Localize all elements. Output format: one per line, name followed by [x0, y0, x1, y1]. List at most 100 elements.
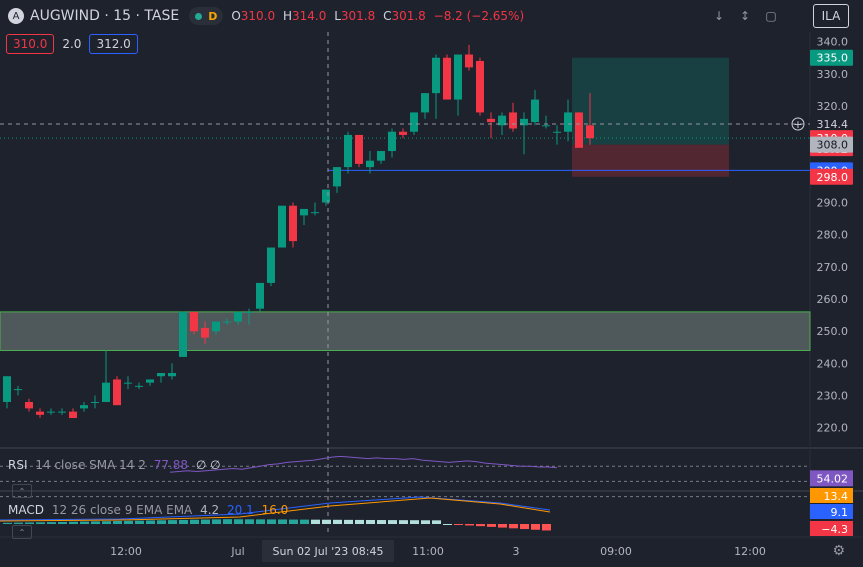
position-profit-area	[572, 57, 729, 145]
rsi-legend[interactable]: RSI 14 close SMA 14 2 77.88 ∅ ∅	[8, 458, 221, 472]
candle-up	[179, 311, 187, 357]
candle-up	[278, 205, 286, 248]
arrow-down-icon[interactable]: ↓	[713, 9, 725, 23]
add-alert-plus: +	[793, 118, 802, 131]
time-tick-label: 12:00	[110, 545, 142, 558]
candle-body	[421, 93, 429, 113]
macd-histogram-bar	[399, 520, 408, 524]
candle-down	[586, 93, 594, 145]
chart-toolbar: ↓ ↕ ▢	[709, 6, 781, 26]
macd-histogram-bar	[311, 519, 320, 524]
macd-histogram-bar	[344, 519, 353, 524]
macd-histogram-bar	[14, 522, 23, 524]
macd-histogram-bar	[278, 519, 287, 524]
macd-histogram-bar	[212, 519, 221, 524]
candle-down	[355, 134, 363, 168]
symbol-title[interactable]: AUGWIND · 15 · TASE	[30, 8, 180, 24]
macd-histogram-bar	[3, 522, 12, 524]
price-badge-text: 298.0	[817, 171, 849, 184]
support-zone	[0, 311, 811, 351]
candle-body	[212, 321, 220, 332]
price-tick-label: 330.0	[817, 68, 849, 81]
rsi-collapse-icon[interactable]: ⌃	[12, 484, 32, 498]
candle-up	[388, 128, 396, 158]
candle-body	[190, 311, 198, 332]
macd-histogram-bar	[432, 520, 441, 524]
candle-body	[223, 321, 231, 323]
candle-up	[245, 308, 253, 325]
sell-button[interactable]: 310.0	[6, 34, 55, 54]
candle-body	[476, 60, 484, 113]
candle-up	[377, 151, 385, 164]
macd-value-2: 20.1	[227, 503, 254, 517]
chart-header: A AUGWIND · 15 · TASE D O310.0 H314.0 L3…	[0, 0, 810, 32]
macd-badge-text: 13.4	[824, 490, 849, 503]
close-label: C	[383, 9, 392, 23]
macd-params: 12 26 close 9 EMA EMA	[51, 503, 193, 517]
price-badge-bg	[810, 116, 853, 133]
candle-up	[410, 112, 418, 135]
macd-histogram-bar	[201, 519, 210, 524]
macd-histogram-bar	[542, 524, 551, 531]
price-badge-bg	[810, 168, 853, 185]
high-value: 314.0	[292, 9, 327, 23]
macd-histogram-bar	[465, 524, 474, 526]
low-value: 301.8	[340, 9, 376, 23]
macd-histogram-bar	[267, 519, 276, 524]
market-status-pill[interactable]: D	[189, 7, 224, 25]
price-tick-label: 340.0	[817, 36, 849, 49]
buy-button[interactable]: 312.0	[89, 34, 138, 54]
candle-body	[91, 401, 99, 403]
candle-body	[102, 382, 110, 402]
fullscreen-icon[interactable]: ▢	[765, 9, 777, 23]
macd-histogram-bar	[421, 520, 430, 524]
candle-body	[36, 411, 44, 415]
candle-down	[289, 202, 297, 248]
candle-body	[432, 57, 440, 94]
macd-histogram-bar	[300, 519, 309, 524]
price-badge-bg	[810, 136, 853, 153]
macd-legend[interactable]: MACD 12 26 close 9 EMA EMA 4.2 20.1 16.0	[8, 503, 288, 517]
candle-body	[542, 125, 550, 127]
candle-up	[146, 379, 154, 386]
settings-gear-icon[interactable]: ⚙	[832, 543, 845, 559]
time-tick-label: Jul	[230, 545, 244, 558]
price-tick-label: 320.0	[817, 100, 849, 113]
add-alert-icon	[791, 117, 805, 131]
candle-up	[432, 54, 440, 119]
candle-up	[135, 382, 143, 390]
macd-histogram-bar	[355, 519, 364, 524]
time-tick-label: 12:00	[734, 545, 766, 558]
rsi-badge-text: 54.02	[817, 472, 849, 485]
candle-up	[366, 151, 374, 174]
macd-histogram-bar	[135, 520, 144, 524]
candle-body	[366, 160, 374, 168]
candle-down	[201, 321, 209, 345]
candle-body	[47, 411, 55, 413]
currency-selector[interactable]: ILA	[813, 4, 849, 28]
price-badge-text: 308.0	[817, 139, 849, 152]
candle-down	[476, 57, 484, 116]
macd-histogram-bar	[113, 521, 122, 524]
collapse-icon[interactable]: ↕	[739, 9, 751, 23]
candle-up	[300, 208, 308, 226]
price-tick-label: 250.0	[817, 325, 849, 338]
candle-body	[80, 405, 88, 409]
rsi-params: 14 close SMA 14 2	[35, 458, 146, 472]
candle-body	[113, 379, 121, 406]
symbol-info[interactable]: A AUGWIND · 15 · TASE	[8, 8, 179, 24]
candle-body	[487, 118, 495, 123]
candle-body	[311, 212, 319, 214]
session-badge: D	[208, 9, 218, 23]
macd-collapse-icon[interactable]: ⌃	[12, 525, 32, 539]
candle-up	[256, 282, 264, 312]
rsi-line	[169, 455, 558, 473]
price-badge-text: 335.0	[817, 52, 849, 65]
price-tick-label: 230.0	[817, 390, 849, 403]
macd-line	[0, 496, 551, 521]
candle-up	[311, 202, 319, 216]
candle-up	[267, 247, 275, 287]
candle-down	[399, 128, 407, 139]
rsi-extra: ∅ ∅	[195, 458, 221, 472]
